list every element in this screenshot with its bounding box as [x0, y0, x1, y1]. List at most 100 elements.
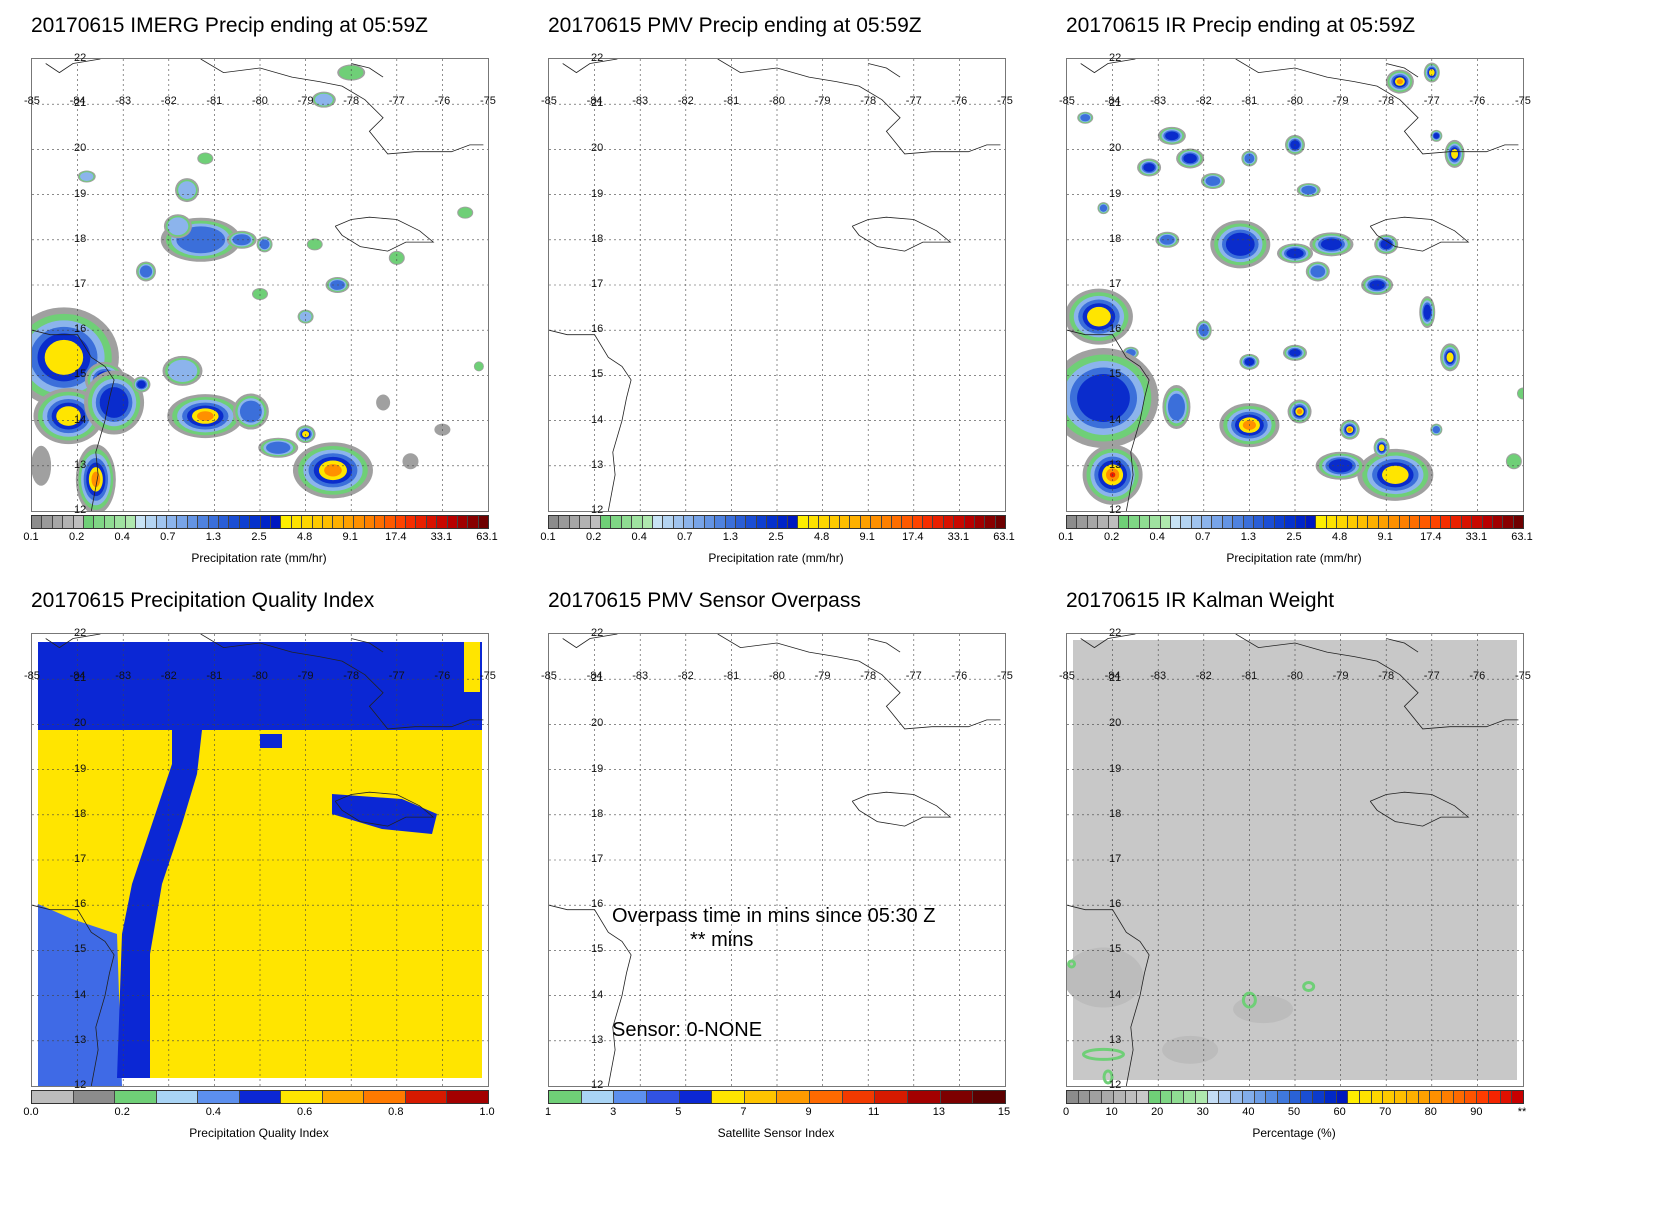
colorbar-swatch: [437, 516, 448, 528]
colorbar-swatch: [652, 516, 664, 528]
precip-cell: [1506, 454, 1521, 469]
colorbar-swatch: [871, 516, 882, 528]
lon-tick-label: -82: [677, 95, 694, 107]
colorbar-swatch: [1378, 516, 1390, 528]
colorbar-swatch: [842, 1091, 876, 1103]
colorbar: [548, 515, 1006, 529]
quality-field-high: [464, 642, 480, 692]
colorbar-title: Precipitation rate (mm/hr): [1226, 551, 1362, 565]
precip-cell: [1423, 304, 1432, 320]
colorbar-tick-label: 0.1: [1058, 531, 1074, 543]
coastline: [45, 634, 101, 649]
precip-cell: [1429, 69, 1435, 77]
lon-tick-label: -78: [860, 95, 877, 107]
colorbar-swatch: [1482, 516, 1494, 528]
coastline: [1369, 791, 1470, 827]
precip-cell: [1183, 153, 1197, 164]
colorbar-swatch: [777, 1091, 811, 1103]
lon-tick-label: -75: [997, 95, 1013, 107]
colorbar-tick-label: 4.8: [813, 531, 830, 543]
lat-tick-label: 21: [591, 672, 604, 685]
colorbar-swatch: [875, 1091, 909, 1103]
colorbar-tick-label: 63.1: [1511, 531, 1533, 543]
precip-cell: [232, 234, 251, 246]
lat-tick-label: 12: [1109, 1079, 1122, 1091]
lat-tick-label: 17: [74, 278, 87, 290]
colorbar-swatch: [1493, 516, 1504, 528]
colorbar-swatch: [808, 516, 820, 528]
colorbar-tick-label: 9.1: [859, 531, 875, 543]
lat-tick-label: 20: [591, 717, 604, 730]
lon-tick-label: -77: [388, 670, 405, 682]
colorbar-swatch: [1102, 1091, 1114, 1103]
colorbar-swatch: [447, 516, 459, 528]
colorbar-tick-label: 0.2: [114, 1106, 130, 1118]
colorbar-swatch: [374, 516, 386, 528]
colorbar-tick-label: 9.1: [1377, 531, 1393, 543]
colorbar-swatch: [663, 516, 674, 528]
colorbar-swatch: [1357, 516, 1369, 528]
colorbar-swatch: [1285, 516, 1296, 528]
colorbar-swatch: [580, 516, 591, 528]
colorbar-swatch: [1191, 516, 1203, 528]
colorbar-tick-label: 40: [1242, 1106, 1255, 1118]
lat-tick-label: 12: [591, 1079, 604, 1091]
colorbar-title: Precipitation rate (mm/hr): [191, 551, 327, 565]
lat-tick-label: 15: [591, 943, 604, 956]
lat-tick-label: 15: [1109, 943, 1122, 956]
colorbar-swatch: [1149, 1091, 1161, 1103]
colorbar-swatch: [1348, 1091, 1360, 1103]
kalman-contour: [1102, 1069, 1114, 1085]
colorbar-swatch: [250, 516, 261, 528]
colorbar-swatch: [787, 516, 799, 528]
colorbar-swatch: [94, 516, 105, 528]
colorbar-swatch: [819, 516, 830, 528]
precip-cell: [196, 411, 214, 421]
colorbar-tick-label: 1: [544, 1106, 552, 1118]
colorbar-swatch: [860, 516, 872, 528]
colorbar-tick-label: 4.8: [296, 531, 313, 543]
colorbar-swatch: [1389, 516, 1400, 528]
colorbar-tick-label: 0.4: [631, 531, 647, 543]
colorbar-swatch: [725, 516, 737, 528]
colorbar-swatch: [559, 516, 570, 528]
colorbar-title: Precipitation Quality Index: [189, 1126, 329, 1140]
colorbar-swatch: [850, 516, 861, 528]
colorbar-swatch: [798, 516, 809, 528]
colorbar-swatch: [468, 516, 479, 528]
precip-cell: [1077, 374, 1130, 422]
colorbar-swatch: [1453, 1091, 1466, 1103]
colorbar-swatch: [312, 516, 323, 528]
lon-tick-label: -79: [1332, 95, 1349, 107]
colorbar-swatch: [478, 516, 489, 528]
lat-tick-label: 21: [74, 97, 87, 110]
colorbar-swatch: [611, 516, 622, 528]
colorbar-swatch: [1139, 516, 1151, 528]
colorbar-swatch: [1113, 1091, 1126, 1103]
colorbar-swatch: [354, 516, 365, 528]
colorbar-swatch: [1488, 1091, 1501, 1103]
lat-tick-label: 13: [74, 458, 87, 471]
lon-tick-label: -79: [814, 95, 831, 107]
precip-cell: [99, 387, 129, 418]
colorbar-swatch: [995, 516, 1006, 528]
precip-cell: [1244, 358, 1255, 366]
precip-cell: [239, 400, 262, 423]
colorbar-swatch: [1347, 516, 1358, 528]
colorbar: [1066, 1090, 1524, 1104]
colorbar-swatch: [600, 516, 612, 528]
colorbar-swatch: [881, 516, 892, 528]
map-frame: [548, 633, 1006, 1087]
colorbar-swatch: [767, 516, 778, 528]
colorbar-tick-label: 0.1: [540, 531, 556, 543]
lat-tick-label: 14: [591, 413, 604, 426]
colorbar-swatch: [1137, 1091, 1150, 1103]
colorbar-swatch: [1266, 1091, 1278, 1103]
coastline: [868, 63, 901, 78]
colorbar-swatch: [1090, 1091, 1103, 1103]
colorbar-swatch: [985, 516, 996, 528]
overpass-annotation: Overpass time in mins since 05:30 Z: [612, 905, 936, 927]
lat-tick-label: 22: [591, 627, 604, 639]
lon-tick-label: -78: [343, 95, 360, 107]
colorbar-swatch: [281, 1091, 323, 1103]
